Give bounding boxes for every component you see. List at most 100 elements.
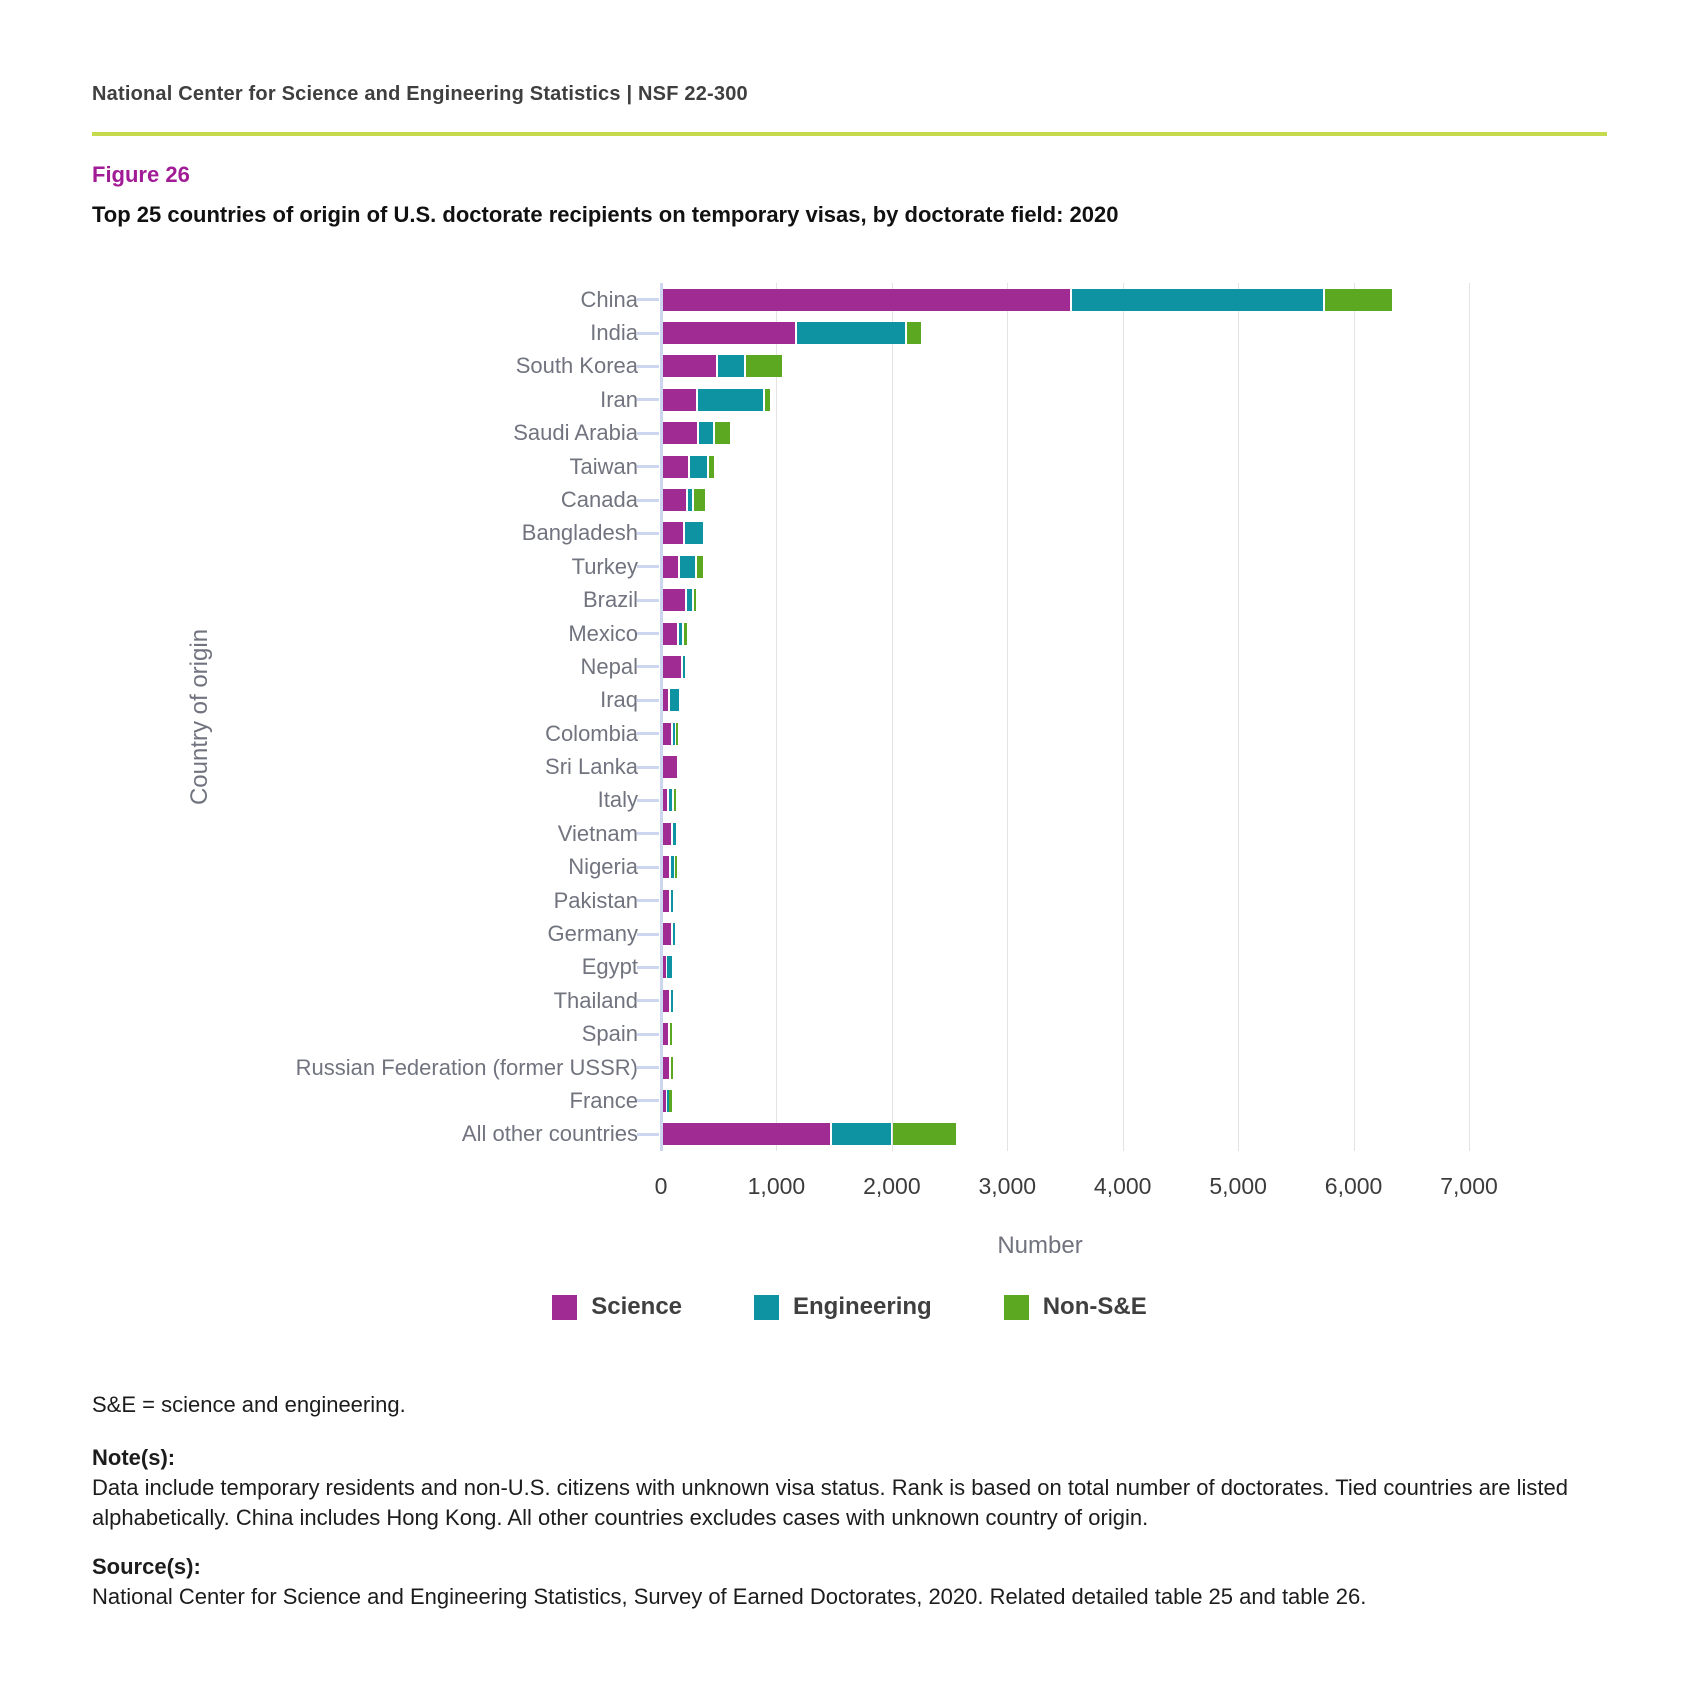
- bar-segment-non-s-e: [697, 555, 703, 578]
- gridline: [891, 283, 893, 1151]
- bar-segment-science: [663, 822, 672, 845]
- bar-segment-engineering: [698, 422, 713, 445]
- x-axis-tick-label: 5,000: [1209, 1173, 1267, 1199]
- bar-segment-engineering: [1071, 288, 1323, 311]
- gridline: [1007, 283, 1009, 1151]
- figure-number-label: Figure 26: [92, 162, 190, 187]
- bar-segment-science: [663, 1123, 830, 1146]
- bar-segment-science: [663, 1023, 668, 1046]
- legend-label: Science: [591, 1293, 683, 1320]
- country-label: Colombia: [545, 720, 638, 746]
- y-axis-tick: [637, 431, 659, 435]
- bar-segment-engineering: [667, 956, 672, 979]
- bar-segment-non-s-e: [693, 489, 705, 511]
- country-label: Nigeria: [568, 854, 638, 880]
- y-axis-tick: [637, 598, 659, 602]
- bar-segment-science: [663, 622, 678, 645]
- y-axis-tick: [637, 331, 659, 335]
- y-axis-tick: [637, 298, 659, 302]
- gridline: [1353, 283, 1355, 1151]
- bar-segment-science: [663, 589, 686, 612]
- bar-segment-engineering: [670, 889, 674, 912]
- y-axis-tick: [637, 932, 659, 936]
- report-header: National Center for Science and Engineer…: [92, 83, 748, 105]
- country-label: France: [569, 1087, 638, 1113]
- bar-segment-non-s-e: [675, 722, 679, 745]
- bar-segment-engineering: [670, 989, 673, 1012]
- country-label: Brazil: [582, 587, 638, 613]
- y-axis-tick: [637, 565, 659, 569]
- y-axis-tick: [637, 999, 659, 1003]
- bar-segment-science: [663, 789, 668, 812]
- bar-segment-engineering: [672, 923, 676, 945]
- country-label: Sri Lanka: [545, 754, 638, 780]
- bar-segment-engineering: [669, 789, 672, 812]
- country-label: Pakistan: [553, 887, 638, 913]
- country-label: India: [590, 320, 638, 346]
- y-axis-tick: [637, 798, 659, 802]
- country-label: Iran: [600, 386, 638, 412]
- y-axis-tick: [637, 1099, 659, 1103]
- x-axis-tick-label: 1,000: [747, 1173, 806, 1199]
- legend-swatch: [754, 1294, 780, 1320]
- country-label: Saudi Arabia: [513, 420, 638, 446]
- bar-segment-non-s-e: [674, 856, 678, 879]
- gridline: [1469, 283, 1470, 1151]
- bar-segment-non-s-e: [907, 322, 921, 345]
- x-axis-tick-label: 2,000: [863, 1173, 921, 1199]
- legend-item-science: Science: [552, 1293, 682, 1321]
- y-axis-tick: [637, 965, 659, 969]
- y-axis-tick: [637, 832, 659, 836]
- bar-segment-science: [663, 555, 679, 578]
- bar-segment-engineering: [687, 589, 692, 612]
- country-label: Nepal: [580, 653, 638, 679]
- gridline: [1122, 283, 1124, 1151]
- y-axis-tick: [637, 1132, 659, 1136]
- bar-segment-science: [663, 455, 689, 478]
- bar-segment-engineering: [717, 355, 744, 378]
- legend-swatch: [552, 1294, 578, 1320]
- legend-item-engineering: Engineering: [754, 1293, 932, 1321]
- bar-segment-non-s-e: [693, 589, 697, 612]
- x-axis-tick-label: 0: [654, 1173, 668, 1199]
- y-axis-tick: [637, 899, 659, 903]
- bar-segment-science: [663, 889, 669, 912]
- y-axis-tick: [637, 465, 659, 469]
- bar-segment-science: [663, 288, 1070, 311]
- source-text: National Center for Science and Engineer…: [92, 1584, 1367, 1609]
- bar-segment-science: [663, 756, 677, 779]
- bar-segment-science: [663, 522, 683, 545]
- notes-text: Data include temporary residents and non…: [92, 1475, 1568, 1530]
- abbreviation-note: S&E = science and engineering.: [92, 1392, 406, 1417]
- bar-segment-non-s-e: [1324, 288, 1393, 311]
- bar-segment-engineering: [697, 388, 764, 411]
- x-axis-title: Number: [997, 1232, 1083, 1259]
- bar-segment-engineering: [669, 689, 679, 712]
- bar-segment-engineering: [682, 655, 686, 678]
- country-label: South Korea: [515, 353, 638, 379]
- source-label: Source(s):: [92, 1554, 201, 1579]
- y-axis-tick: [637, 1032, 659, 1036]
- bar-segment-science: [663, 489, 687, 511]
- country-label: Spain: [581, 1021, 638, 1047]
- y-axis-tick: [637, 665, 659, 669]
- bar-segment-non-s-e: [669, 1089, 672, 1112]
- bar-segment-science: [663, 1056, 669, 1079]
- bar-segment-non-s-e: [765, 388, 771, 411]
- bar-segment-non-s-e: [714, 422, 730, 445]
- legend-label: Engineering: [793, 1293, 932, 1320]
- bar-segment-engineering: [673, 822, 676, 845]
- country-label: All other countries: [461, 1121, 638, 1147]
- y-axis-tick: [637, 498, 659, 502]
- country-label: Taiwan: [569, 453, 638, 479]
- country-label: Turkey: [571, 553, 638, 579]
- y-axis-tick: [637, 632, 659, 636]
- bar-segment-science: [663, 989, 669, 1012]
- y-axis-tick: [637, 765, 659, 769]
- country-label: Bangladesh: [521, 520, 638, 546]
- bar-segment-engineering: [684, 522, 703, 545]
- bar-segment-non-s-e: [708, 455, 714, 478]
- bar-segment-engineering: [672, 722, 676, 745]
- bar-segment-engineering: [831, 1123, 892, 1146]
